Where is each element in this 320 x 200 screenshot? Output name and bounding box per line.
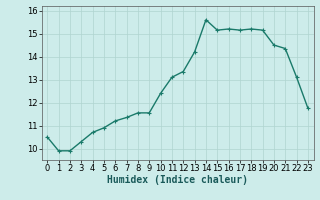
X-axis label: Humidex (Indice chaleur): Humidex (Indice chaleur) bbox=[107, 175, 248, 185]
